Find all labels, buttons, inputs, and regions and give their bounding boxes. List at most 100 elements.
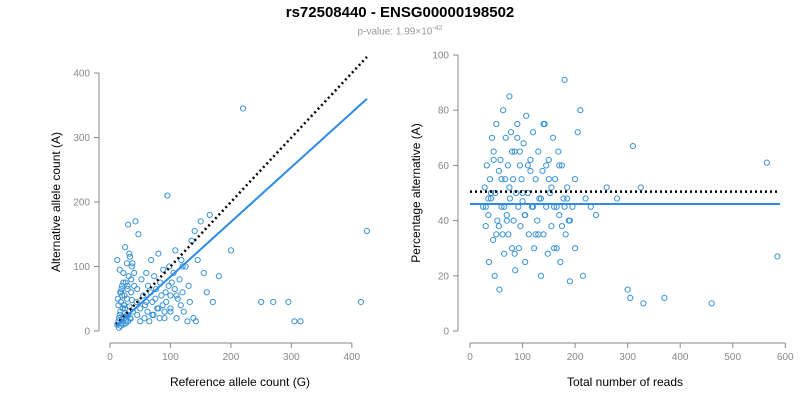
data-point xyxy=(534,217,541,224)
x-tick-label: 300 xyxy=(283,352,300,363)
data-point xyxy=(506,195,514,202)
data-point xyxy=(115,315,123,322)
data-point xyxy=(161,308,168,315)
data-point xyxy=(503,211,510,219)
data-point xyxy=(574,129,581,136)
data-point xyxy=(215,273,222,280)
data-point xyxy=(553,245,560,252)
data-point xyxy=(505,231,512,238)
data-point xyxy=(708,300,715,307)
data-point xyxy=(558,223,566,230)
data-point xyxy=(537,272,545,279)
data-point xyxy=(545,156,552,163)
data-point xyxy=(209,298,216,306)
data-point xyxy=(571,245,579,252)
panel-percentage-alternative: 0 100 200 300 400 500 600 0 20 40 60 80 100 Total num… xyxy=(409,51,794,390)
y-tick-label: 400 xyxy=(73,69,90,80)
data-point xyxy=(133,298,140,306)
x-tick-label: 0 xyxy=(467,352,473,363)
x-tick-label: 600 xyxy=(777,352,794,363)
y-tick-label: 0 xyxy=(84,327,90,338)
data-point xyxy=(134,285,141,293)
data-point xyxy=(522,211,529,219)
data-point xyxy=(488,134,496,141)
data-point xyxy=(579,272,587,279)
data-point xyxy=(532,176,539,183)
data-point xyxy=(170,269,177,277)
data-point xyxy=(167,292,174,299)
chart-title: rs72508440 - ENSG00000198502 xyxy=(285,4,515,21)
data-point xyxy=(537,195,545,202)
y-tick-label: 40 xyxy=(438,216,450,227)
data-point xyxy=(146,318,153,325)
data-point xyxy=(556,211,563,219)
data-point xyxy=(506,93,513,100)
data-point xyxy=(558,162,566,169)
data-point xyxy=(556,162,563,169)
data-point xyxy=(502,134,509,141)
data-point xyxy=(114,321,121,328)
y-tick-label: 60 xyxy=(438,161,450,172)
data-point xyxy=(511,250,518,257)
data-point xyxy=(258,298,265,306)
data-point xyxy=(141,315,148,322)
data-point xyxy=(152,285,160,293)
data-point xyxy=(138,276,145,283)
data-point xyxy=(179,263,186,270)
panel-allele-counts: 0 100 200 300 400 0 100 200 300 400 Reference alle… xyxy=(49,56,371,389)
x-tick-label: 100 xyxy=(514,352,531,363)
data-point xyxy=(125,221,132,228)
data-point xyxy=(197,218,204,225)
y-tick-label: 0 xyxy=(443,327,449,338)
data-point xyxy=(497,156,504,163)
data-point xyxy=(120,279,127,286)
data-point xyxy=(490,236,497,244)
data-point xyxy=(640,300,647,307)
data-point xyxy=(186,298,193,306)
data-point xyxy=(483,162,490,169)
data-point xyxy=(502,176,509,183)
data-point xyxy=(206,211,213,218)
data-point xyxy=(661,294,668,301)
data-point xyxy=(180,308,187,315)
data-point xyxy=(163,298,170,306)
data-point xyxy=(159,302,166,309)
data-point xyxy=(149,298,156,306)
data-point xyxy=(168,279,175,286)
data-point xyxy=(562,231,569,238)
data-point xyxy=(564,195,571,202)
pvalue-text: p-value: 1.99×10 xyxy=(357,26,433,38)
data-point xyxy=(514,120,521,128)
data-point xyxy=(629,142,636,150)
data-point xyxy=(532,231,539,238)
data-point xyxy=(122,305,129,312)
data-point xyxy=(132,218,139,225)
data-point xyxy=(516,162,524,169)
data-point xyxy=(510,217,517,224)
data-point xyxy=(357,298,365,306)
data-point xyxy=(546,189,553,197)
data-point xyxy=(164,192,171,199)
data-point xyxy=(518,176,525,183)
reference-line xyxy=(115,56,368,326)
x-tick-label: 0 xyxy=(107,352,113,363)
data-point xyxy=(550,245,558,252)
y-tick-label: 80 xyxy=(438,106,450,117)
data-point xyxy=(116,266,123,273)
data-point xyxy=(481,184,488,191)
data-point xyxy=(227,247,235,254)
data-point xyxy=(185,282,192,289)
data-point xyxy=(614,195,621,202)
y-axis-label: Percentage alternative (A) xyxy=(409,123,423,262)
data-point xyxy=(548,223,555,230)
data-point xyxy=(508,148,516,155)
data-point xyxy=(529,129,537,136)
data-point xyxy=(503,217,510,224)
data-point xyxy=(519,189,526,197)
x-tick-label: 400 xyxy=(672,352,689,363)
data-point xyxy=(126,253,134,260)
data-point xyxy=(637,184,644,191)
data-point xyxy=(504,162,511,169)
data-point xyxy=(512,267,519,274)
data-point xyxy=(557,258,564,266)
